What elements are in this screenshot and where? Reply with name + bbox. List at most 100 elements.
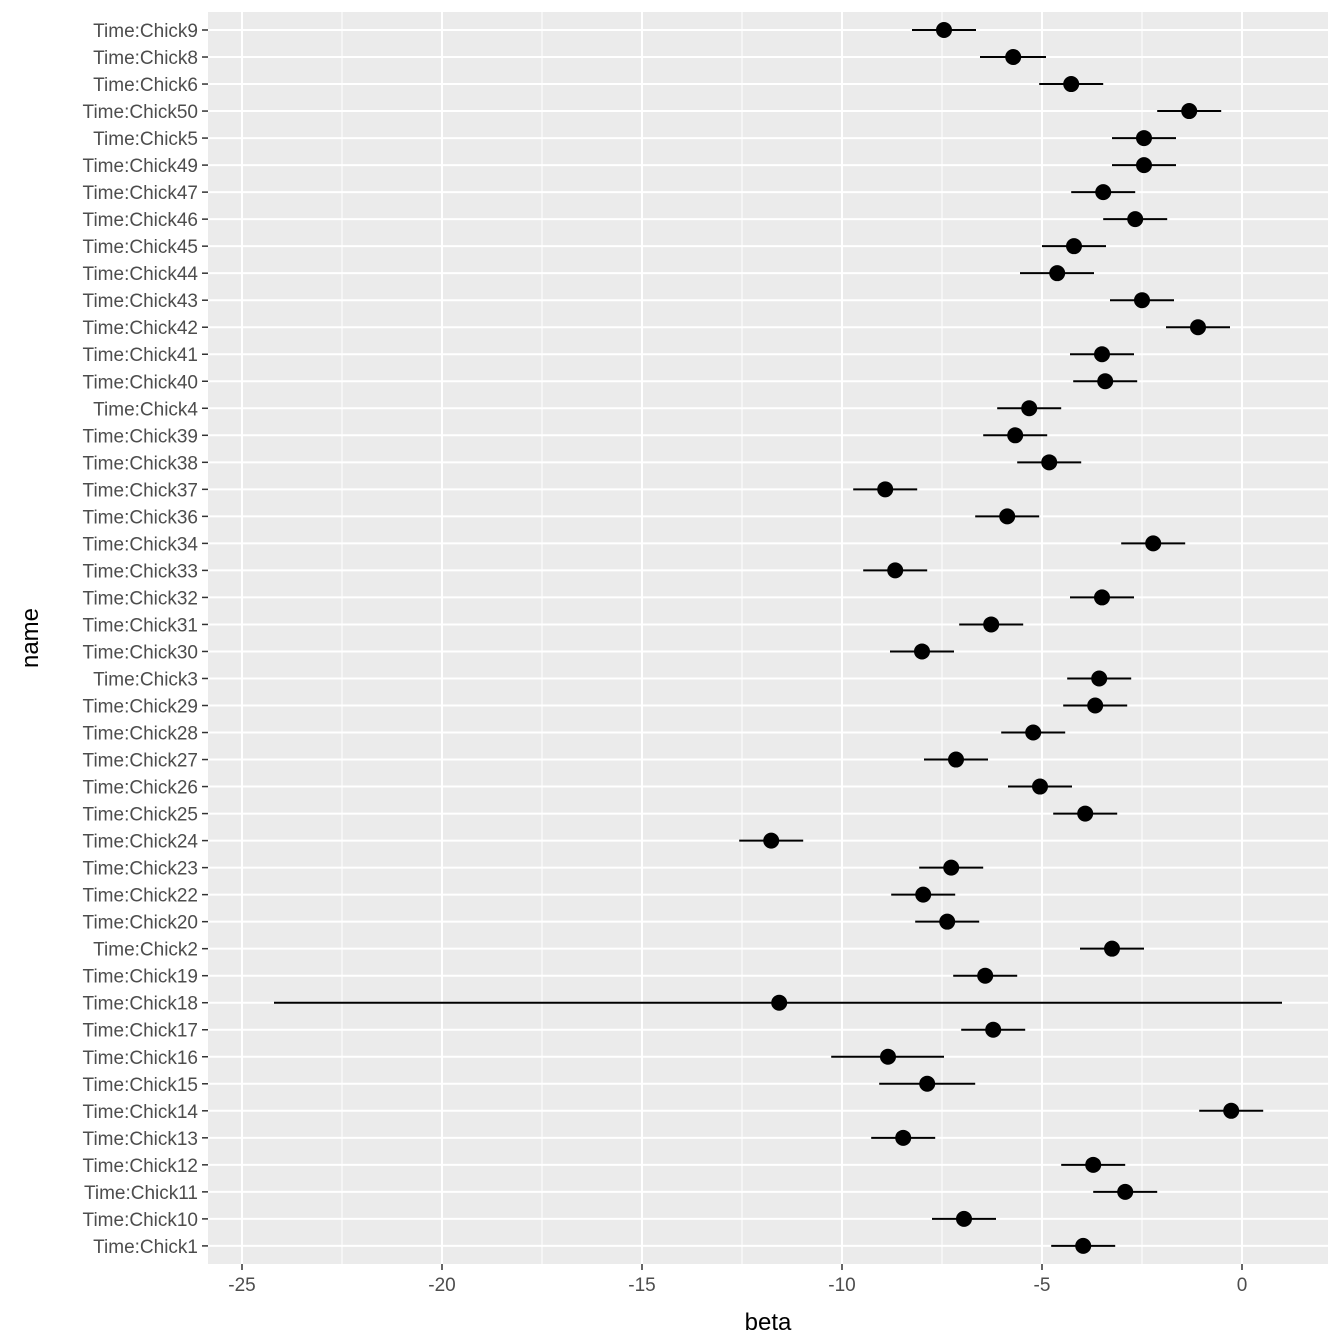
y-tick-label: Time:Chick3 xyxy=(93,669,198,690)
x-axis-title: beta xyxy=(745,1309,792,1336)
data-point xyxy=(1136,157,1152,174)
y-tick-label: Time:Chick20 xyxy=(83,913,198,934)
y-tick-label: Time:Chick23 xyxy=(83,859,198,880)
data-point xyxy=(1041,454,1058,471)
y-tick-label: Time:Chick16 xyxy=(83,1048,198,1069)
data-point xyxy=(936,22,952,38)
data-point xyxy=(1095,184,1112,201)
y-tick-label: Time:Chick38 xyxy=(83,453,198,474)
y-tick-label: Time:Chick40 xyxy=(83,372,198,393)
data-point xyxy=(1085,1156,1102,1173)
y-tick-label: Time:Chick11 xyxy=(84,1183,198,1204)
data-point xyxy=(977,967,994,984)
y-tick-label: Time:Chick49 xyxy=(83,156,198,177)
data-point xyxy=(1127,211,1144,228)
points xyxy=(763,22,1240,1254)
y-tick-label: Time:Chick13 xyxy=(83,1129,198,1150)
data-point xyxy=(1005,49,1022,66)
y-axis-ticks: Time:Chick9 Time:Chick8 Time:Chick6 Time:Ch… xyxy=(83,21,208,1258)
data-point xyxy=(939,913,956,930)
y-tick-label: Time:Chick18 xyxy=(83,994,198,1015)
x-tick-label: -10 xyxy=(828,1275,855,1296)
y-tick-label: Time:Chick14 xyxy=(83,1102,199,1123)
y-tick-label: Time:Chick33 xyxy=(83,561,198,582)
data-point xyxy=(983,616,1000,633)
data-point xyxy=(1091,670,1108,687)
data-point xyxy=(1223,1102,1240,1119)
y-tick-label: Time:Chick34 xyxy=(83,534,199,555)
x-tick-label: -5 xyxy=(1034,1275,1051,1296)
data-point xyxy=(1066,238,1082,255)
data-point xyxy=(1104,940,1120,957)
y-tick-label: Time:Chick36 xyxy=(83,507,198,528)
x-axis-ticks: -25 -20 -15 -10 -5 0 xyxy=(228,1264,1247,1296)
data-point xyxy=(887,562,904,579)
y-tick-label: Time:Chick5 xyxy=(93,129,198,150)
y-tick-label: Time:Chick6 xyxy=(93,75,198,96)
y-tick-label: Time:Chick29 xyxy=(83,697,198,718)
data-point xyxy=(956,1210,972,1227)
data-point xyxy=(1063,76,1080,93)
data-point xyxy=(1117,1183,1134,1200)
major-gridlines xyxy=(208,12,1328,1264)
data-point xyxy=(1145,535,1162,552)
y-tick-label: Time:Chick10 xyxy=(83,1210,198,1231)
data-point xyxy=(763,832,780,849)
data-point xyxy=(999,508,1016,525)
y-tick-label: Time:Chick44 xyxy=(83,264,199,285)
y-tick-label: Time:Chick24 xyxy=(83,832,199,853)
y-tick-label: Time:Chick30 xyxy=(83,642,198,663)
x-tick-label: 0 xyxy=(1237,1275,1248,1296)
data-point xyxy=(895,1129,912,1146)
data-point xyxy=(1136,130,1152,147)
data-point xyxy=(948,751,964,768)
y-tick-label: Time:Chick26 xyxy=(83,778,198,799)
data-point xyxy=(1181,103,1198,120)
data-point xyxy=(1007,427,1024,444)
data-point xyxy=(1094,346,1110,363)
y-tick-label: Time:Chick8 xyxy=(93,48,198,69)
data-point xyxy=(914,643,930,660)
y-tick-label: Time:Chick50 xyxy=(83,102,198,123)
y-tick-label: Time:Chick12 xyxy=(83,1156,198,1177)
data-point xyxy=(1190,319,1206,336)
y-tick-label: Time:Chick25 xyxy=(83,805,198,826)
y-tick-label: Time:Chick22 xyxy=(83,886,198,907)
data-point xyxy=(985,1021,1002,1038)
data-point xyxy=(943,859,960,876)
y-tick-label: Time:Chick27 xyxy=(83,751,198,772)
y-tick-label: Time:Chick19 xyxy=(83,967,198,988)
plot-panel xyxy=(208,12,1328,1264)
data-point xyxy=(1049,265,1066,282)
y-tick-label: Time:Chick47 xyxy=(83,183,198,204)
y-tick-label: Time:Chick31 xyxy=(83,615,198,636)
y-axis-title: name xyxy=(17,608,44,668)
data-point xyxy=(1097,373,1114,390)
y-tick-label: Time:Chick43 xyxy=(83,291,198,312)
data-point xyxy=(1021,400,1038,417)
y-tick-label: Time:Chick42 xyxy=(83,318,198,339)
data-point xyxy=(1025,724,1042,741)
y-tick-label: Time:Chick28 xyxy=(83,724,198,745)
y-tick-label: Time:Chick45 xyxy=(83,237,198,258)
y-tick-label: Time:Chick37 xyxy=(83,480,198,501)
y-tick-label: Time:Chick4 xyxy=(93,399,198,420)
x-tick-label: -25 xyxy=(228,1275,255,1296)
data-point xyxy=(1077,805,1094,822)
data-point xyxy=(919,1075,936,1092)
data-point xyxy=(880,1048,896,1065)
y-tick-label: Time:Chick15 xyxy=(83,1075,198,1096)
data-point xyxy=(915,886,932,903)
y-tick-label: Time:Chick17 xyxy=(83,1021,198,1042)
data-point xyxy=(1087,697,1104,714)
y-tick-label: Time:Chick1 xyxy=(93,1237,198,1258)
y-tick-label: Time:Chick41 xyxy=(83,345,198,366)
y-tick-label: Time:Chick9 xyxy=(93,21,198,42)
y-tick-label: Time:Chick46 xyxy=(83,210,198,231)
data-point xyxy=(771,994,788,1011)
y-tick-label: Time:Chick32 xyxy=(83,588,198,609)
data-point xyxy=(1094,589,1110,606)
data-point xyxy=(1134,292,1150,309)
y-tick-label: Time:Chick39 xyxy=(83,426,198,447)
